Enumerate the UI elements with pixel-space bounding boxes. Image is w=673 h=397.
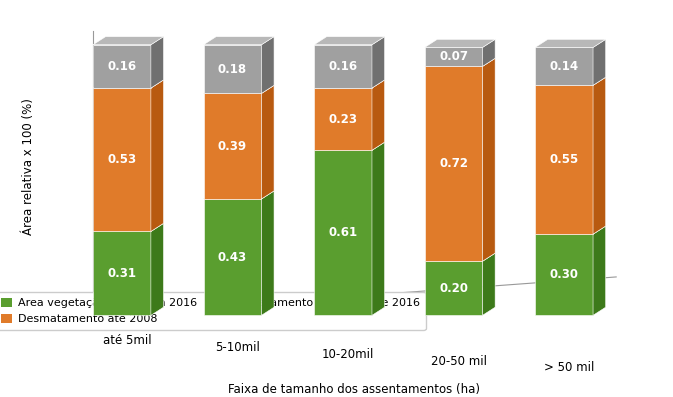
Polygon shape xyxy=(535,226,606,234)
Legend: Area vegetação nativa em 2016, Desmatamento até 2008, Desmatamento entre 2008 e : Area vegetação nativa em 2016, Desmatame… xyxy=(0,292,425,330)
Polygon shape xyxy=(593,226,606,315)
Polygon shape xyxy=(425,58,495,66)
Polygon shape xyxy=(203,93,261,199)
Polygon shape xyxy=(535,234,593,315)
Text: > 50 mil: > 50 mil xyxy=(544,361,594,374)
Polygon shape xyxy=(483,39,495,66)
Text: 20-50 mil: 20-50 mil xyxy=(431,355,487,368)
Polygon shape xyxy=(203,85,274,93)
Polygon shape xyxy=(203,37,274,45)
Text: 0.39: 0.39 xyxy=(218,140,247,153)
Polygon shape xyxy=(425,39,495,48)
Polygon shape xyxy=(203,45,261,93)
Text: 0.14: 0.14 xyxy=(550,60,579,73)
Polygon shape xyxy=(261,85,274,199)
Polygon shape xyxy=(151,224,164,315)
Text: 0.16: 0.16 xyxy=(108,60,137,73)
Text: 5-10mil: 5-10mil xyxy=(215,341,260,354)
Polygon shape xyxy=(535,77,606,85)
Polygon shape xyxy=(372,142,384,315)
Polygon shape xyxy=(535,39,606,48)
Polygon shape xyxy=(593,77,606,234)
Polygon shape xyxy=(483,58,495,261)
Text: 10-20mil: 10-20mil xyxy=(322,348,374,361)
Text: 0.55: 0.55 xyxy=(549,153,579,166)
Text: 0.61: 0.61 xyxy=(328,226,357,239)
Polygon shape xyxy=(93,80,164,88)
Text: 0.20: 0.20 xyxy=(439,282,468,295)
Polygon shape xyxy=(93,37,164,45)
Polygon shape xyxy=(372,80,384,150)
Text: 0.18: 0.18 xyxy=(218,63,247,75)
Polygon shape xyxy=(93,231,151,315)
Polygon shape xyxy=(261,191,274,315)
Y-axis label: Área relativa x 100 (%): Área relativa x 100 (%) xyxy=(22,98,35,235)
Text: 0.07: 0.07 xyxy=(439,50,468,64)
Polygon shape xyxy=(314,37,384,45)
Polygon shape xyxy=(93,224,164,231)
Polygon shape xyxy=(93,88,151,231)
Text: 0.53: 0.53 xyxy=(108,153,137,166)
Polygon shape xyxy=(425,261,483,315)
Text: 0.16: 0.16 xyxy=(328,60,357,73)
Polygon shape xyxy=(483,253,495,315)
Polygon shape xyxy=(535,85,593,234)
Polygon shape xyxy=(425,66,483,261)
Text: 0.23: 0.23 xyxy=(328,113,357,126)
Polygon shape xyxy=(203,191,274,199)
Text: 0.43: 0.43 xyxy=(218,251,247,264)
Polygon shape xyxy=(261,37,274,93)
Polygon shape xyxy=(314,80,384,88)
Polygon shape xyxy=(151,80,164,231)
Polygon shape xyxy=(425,48,483,66)
Polygon shape xyxy=(203,199,261,315)
Polygon shape xyxy=(314,150,372,315)
Polygon shape xyxy=(93,45,151,88)
Text: 0.72: 0.72 xyxy=(439,157,468,170)
Polygon shape xyxy=(314,45,372,88)
Polygon shape xyxy=(314,88,372,150)
Polygon shape xyxy=(314,142,384,150)
Polygon shape xyxy=(535,48,593,85)
Text: 0.31: 0.31 xyxy=(108,267,137,280)
Text: Faixa de tamanho dos assentamentos (ha): Faixa de tamanho dos assentamentos (ha) xyxy=(227,383,480,396)
Polygon shape xyxy=(593,39,606,85)
Polygon shape xyxy=(372,37,384,88)
Text: 0.30: 0.30 xyxy=(550,268,579,281)
Polygon shape xyxy=(151,37,164,88)
Polygon shape xyxy=(425,253,495,261)
Text: até 5mil: até 5mil xyxy=(103,334,151,347)
